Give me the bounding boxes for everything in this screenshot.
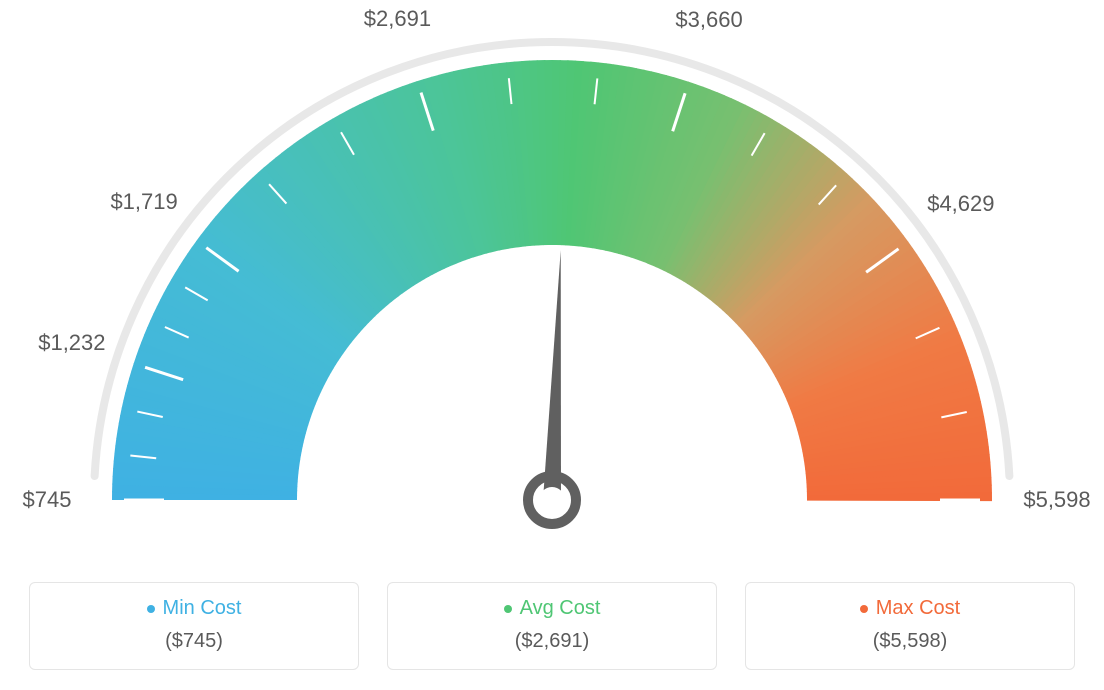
legend-label-avg: Avg Cost <box>520 597 601 620</box>
legend-value-max: ($5,598) <box>764 630 1056 653</box>
gauge-tick-label: $745 <box>23 487 72 513</box>
legend-row: Min Cost ($745) Avg Cost ($2,691) Max Co… <box>0 582 1104 670</box>
legend-title-min: Min Cost <box>147 597 242 620</box>
gauge-tick-label: $2,691 <box>364 6 431 32</box>
gauge-svg <box>0 0 1104 560</box>
gauge-chart: $745 $1,232 $1,719 $2,691 $3,660 $4,629 $5,598 <box>0 0 1104 560</box>
legend-title-max: Max Cost <box>860 597 960 620</box>
legend-value-avg: ($2,691) <box>406 630 698 653</box>
gauge-tick-label: $3,660 <box>675 7 742 33</box>
legend-dot-min <box>147 605 155 613</box>
gauge-tick-label: $4,629 <box>927 191 994 217</box>
legend-card-max: Max Cost ($5,598) <box>745 582 1075 670</box>
legend-dot-avg <box>504 605 512 613</box>
gauge-tick-label: $5,598 <box>1023 487 1090 513</box>
legend-value-min: ($745) <box>48 630 340 653</box>
legend-card-min: Min Cost ($745) <box>29 582 359 670</box>
legend-label-max: Max Cost <box>876 597 960 620</box>
legend-title-avg: Avg Cost <box>504 597 601 620</box>
legend-label-min: Min Cost <box>163 597 242 620</box>
gauge-tick-label: $1,232 <box>38 330 105 356</box>
legend-card-avg: Avg Cost ($2,691) <box>387 582 717 670</box>
legend-dot-max <box>860 605 868 613</box>
gauge-tick-label: $1,719 <box>110 189 177 215</box>
